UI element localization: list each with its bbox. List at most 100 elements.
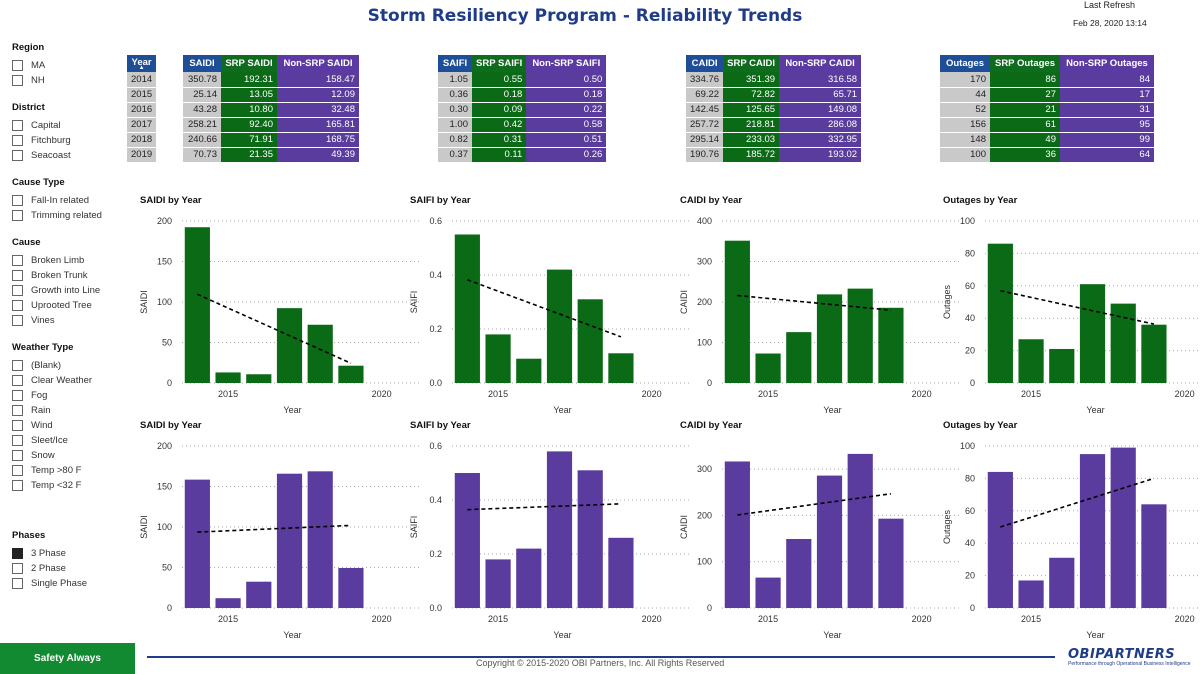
checkbox[interactable] xyxy=(12,120,23,131)
filter-option[interactable]: Broken Trunk xyxy=(12,269,88,282)
bar[interactable] xyxy=(1141,324,1167,383)
bar[interactable] xyxy=(608,537,634,608)
filter-option[interactable]: Broken Limb xyxy=(12,254,84,267)
bar[interactable] xyxy=(307,324,333,383)
filter-option[interactable]: 3 Phase xyxy=(12,547,66,560)
bar[interactable] xyxy=(786,538,812,608)
bar[interactable] xyxy=(987,243,1013,383)
filter-option[interactable]: Clear Weather xyxy=(12,374,92,387)
checkbox[interactable] xyxy=(12,300,23,311)
checkbox[interactable] xyxy=(12,285,23,296)
caidi-column-header[interactable]: SRP CAIDI xyxy=(723,55,780,72)
filter-option[interactable]: Sleet/Ice xyxy=(12,434,68,447)
bar[interactable] xyxy=(1079,284,1106,383)
caidi-column-header[interactable]: CAIDI xyxy=(686,55,724,72)
bar[interactable] xyxy=(1110,447,1136,608)
checkbox[interactable] xyxy=(12,360,23,371)
filter-option[interactable]: Temp >80 F xyxy=(12,464,81,477)
safety-always-button[interactable]: Safety Always xyxy=(0,643,135,674)
bar[interactable] xyxy=(246,581,272,608)
bar[interactable] xyxy=(307,471,333,608)
outages-column-header[interactable]: SRP Outages xyxy=(990,55,1060,72)
bar[interactable] xyxy=(577,299,603,383)
saidi-column-header[interactable]: Non-SRP SAIDI xyxy=(277,55,359,72)
bar[interactable] xyxy=(878,518,904,608)
bar[interactable] xyxy=(246,374,272,383)
bar[interactable] xyxy=(276,308,303,383)
filter-option[interactable]: Wind xyxy=(12,419,53,432)
bar[interactable] xyxy=(1141,504,1167,608)
bar[interactable] xyxy=(546,451,573,608)
bar[interactable] xyxy=(816,294,843,383)
bar[interactable] xyxy=(516,548,542,608)
saifi-column-header[interactable]: Non-SRP SAIFI xyxy=(526,55,607,72)
filter-option[interactable]: NH xyxy=(12,74,45,87)
saifi-column-header[interactable]: SAIFI xyxy=(438,55,472,72)
checkbox[interactable] xyxy=(12,548,23,559)
bar[interactable] xyxy=(1049,557,1075,608)
bar[interactable] xyxy=(878,307,904,383)
bar[interactable] xyxy=(847,453,873,608)
bar[interactable] xyxy=(1110,303,1136,383)
checkbox[interactable] xyxy=(12,563,23,574)
checkbox[interactable] xyxy=(12,135,23,146)
checkbox[interactable] xyxy=(12,210,23,221)
checkbox[interactable] xyxy=(12,75,23,86)
bar[interactable] xyxy=(847,288,873,383)
checkbox[interactable] xyxy=(12,195,23,206)
year-header[interactable]: Year ▲ xyxy=(127,55,157,72)
filter-option[interactable]: Seacoast xyxy=(12,149,71,162)
filter-option[interactable]: (Blank) xyxy=(12,359,61,372)
outages-column-header[interactable]: Non-SRP Outages xyxy=(1060,55,1154,72)
filter-option[interactable]: MA xyxy=(12,59,45,72)
bar[interactable] xyxy=(608,353,634,383)
bar[interactable] xyxy=(1049,348,1075,383)
filter-option[interactable]: Single Phase xyxy=(12,577,87,590)
bar[interactable] xyxy=(454,234,480,384)
saidi-column-header[interactable]: SAIDI xyxy=(183,55,221,72)
bar[interactable] xyxy=(276,473,303,608)
filter-option[interactable]: Temp <32 F xyxy=(12,479,81,492)
filter-option[interactable]: Fitchburg xyxy=(12,134,71,147)
checkbox[interactable] xyxy=(12,375,23,386)
bar[interactable] xyxy=(485,334,511,383)
checkbox[interactable] xyxy=(12,255,23,266)
filter-option[interactable]: Vines xyxy=(12,314,55,327)
filter-option[interactable]: Capital xyxy=(12,119,61,132)
saidi-column-header[interactable]: SRP SAIDI xyxy=(221,55,277,72)
checkbox[interactable] xyxy=(12,435,23,446)
bar[interactable] xyxy=(724,461,750,608)
bar[interactable] xyxy=(786,332,812,383)
checkbox[interactable] xyxy=(12,480,23,491)
filter-option[interactable]: Growth into Line xyxy=(12,284,100,297)
checkbox[interactable] xyxy=(12,315,23,326)
bar[interactable] xyxy=(215,372,241,383)
bar[interactable] xyxy=(755,577,781,608)
bar[interactable] xyxy=(546,269,573,383)
saifi-column-header[interactable]: SRP SAIFI xyxy=(472,55,527,72)
bar[interactable] xyxy=(755,353,781,383)
bar[interactable] xyxy=(184,479,210,608)
bar[interactable] xyxy=(516,358,542,383)
bar[interactable] xyxy=(987,471,1013,608)
bar[interactable] xyxy=(215,598,241,608)
filter-option[interactable]: Rain xyxy=(12,404,51,417)
checkbox[interactable] xyxy=(12,450,23,461)
filter-option[interactable]: Fog xyxy=(12,389,47,402)
checkbox[interactable] xyxy=(12,150,23,161)
bar[interactable] xyxy=(724,240,750,383)
bar[interactable] xyxy=(338,365,364,383)
bar[interactable] xyxy=(1018,339,1044,383)
bar[interactable] xyxy=(577,470,603,608)
checkbox[interactable] xyxy=(12,405,23,416)
checkbox[interactable] xyxy=(12,270,23,281)
filter-option[interactable]: 2 Phase xyxy=(12,562,66,575)
bar[interactable] xyxy=(454,473,480,608)
bar[interactable] xyxy=(184,227,210,383)
outages-column-header[interactable]: Outages xyxy=(940,55,990,72)
bar[interactable] xyxy=(1018,580,1044,608)
bar[interactable] xyxy=(338,567,364,608)
checkbox[interactable] xyxy=(12,390,23,401)
checkbox[interactable] xyxy=(12,60,23,71)
caidi-column-header[interactable]: Non-SRP CAIDI xyxy=(779,55,862,72)
